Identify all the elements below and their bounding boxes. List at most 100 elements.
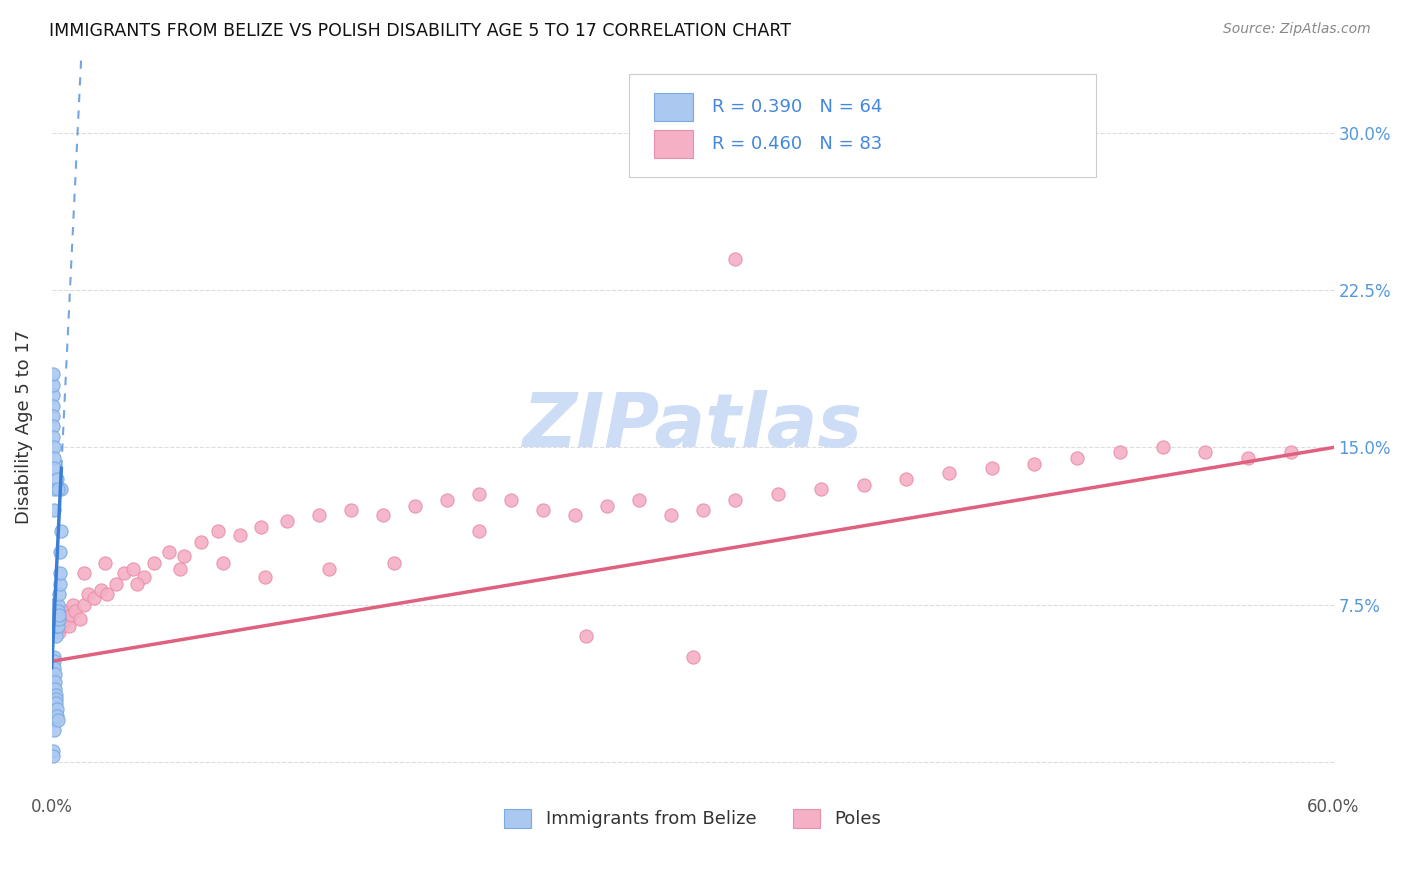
Point xyxy=(94,556,117,570)
Point xyxy=(52,608,75,623)
Point xyxy=(45,618,67,632)
Point xyxy=(229,528,252,542)
Point xyxy=(1237,450,1260,465)
Point xyxy=(1194,444,1216,458)
Point xyxy=(436,492,458,507)
Point xyxy=(49,545,72,559)
Point xyxy=(42,419,65,434)
Point xyxy=(69,612,91,626)
Point xyxy=(44,612,66,626)
Point xyxy=(42,430,65,444)
Point xyxy=(46,483,69,497)
Point xyxy=(90,582,112,597)
Point xyxy=(46,618,69,632)
Point xyxy=(308,508,330,522)
Point xyxy=(42,604,65,618)
Point xyxy=(44,681,66,696)
Point xyxy=(51,612,73,626)
Point xyxy=(45,612,67,626)
Point xyxy=(48,618,70,632)
Point xyxy=(724,252,747,266)
Point xyxy=(51,483,73,497)
Point xyxy=(58,618,80,632)
Point xyxy=(42,748,65,763)
Point xyxy=(45,692,67,706)
Point xyxy=(44,666,66,681)
Point xyxy=(45,688,67,702)
Point xyxy=(938,466,960,480)
Point xyxy=(382,556,405,570)
Point xyxy=(1279,444,1302,458)
Point xyxy=(45,618,67,632)
Point xyxy=(173,549,195,564)
Point xyxy=(42,650,65,665)
Point xyxy=(104,576,127,591)
Point xyxy=(190,534,212,549)
Point xyxy=(49,576,72,591)
Point xyxy=(42,598,65,612)
Point xyxy=(896,472,918,486)
Point xyxy=(692,503,714,517)
Point xyxy=(44,604,66,618)
Point xyxy=(276,514,298,528)
Point xyxy=(596,499,619,513)
Point xyxy=(55,612,77,626)
Point xyxy=(42,461,65,475)
Point xyxy=(44,608,66,623)
Point xyxy=(44,618,66,632)
Point xyxy=(44,675,66,690)
Point xyxy=(42,367,65,381)
Point xyxy=(44,654,66,668)
Point xyxy=(45,604,67,618)
Point xyxy=(51,618,73,632)
Point xyxy=(42,744,65,758)
Point xyxy=(49,524,72,539)
Point xyxy=(468,486,491,500)
Point xyxy=(59,608,82,623)
Point xyxy=(45,618,67,632)
Point xyxy=(122,562,145,576)
Point xyxy=(45,629,67,643)
Text: Source: ZipAtlas.com: Source: ZipAtlas.com xyxy=(1223,22,1371,37)
Point xyxy=(1109,444,1132,458)
Point xyxy=(53,612,76,626)
Point xyxy=(65,604,87,618)
Point xyxy=(112,566,135,581)
Point xyxy=(1024,457,1046,471)
Point xyxy=(42,377,65,392)
Text: R = 0.460   N = 83: R = 0.460 N = 83 xyxy=(711,135,882,153)
Point xyxy=(371,508,394,522)
Point xyxy=(682,650,704,665)
Point xyxy=(46,608,69,623)
Point xyxy=(48,608,70,623)
Point xyxy=(44,612,66,626)
Point xyxy=(938,136,960,151)
Point xyxy=(42,692,65,706)
Point xyxy=(73,598,96,612)
Point xyxy=(42,671,65,685)
Point xyxy=(44,503,66,517)
Legend: Immigrants from Belize, Poles: Immigrants from Belize, Poles xyxy=(498,802,889,836)
Point xyxy=(62,598,84,612)
Point xyxy=(127,576,149,591)
Point xyxy=(42,702,65,716)
Point xyxy=(250,520,273,534)
Text: R = 0.390   N = 64: R = 0.390 N = 64 xyxy=(711,98,882,116)
Point xyxy=(659,508,682,522)
Point xyxy=(42,483,65,497)
Point xyxy=(766,486,789,500)
Point xyxy=(48,612,70,626)
Point xyxy=(157,545,180,559)
Point xyxy=(46,472,69,486)
Point xyxy=(73,566,96,581)
Text: ZIPatlas: ZIPatlas xyxy=(523,390,863,463)
Point xyxy=(724,492,747,507)
Point xyxy=(42,598,65,612)
Point xyxy=(51,608,73,623)
Point xyxy=(46,608,69,623)
Point xyxy=(132,570,155,584)
Point xyxy=(45,696,67,710)
Point xyxy=(48,587,70,601)
Point xyxy=(42,608,65,623)
Point xyxy=(42,713,65,727)
